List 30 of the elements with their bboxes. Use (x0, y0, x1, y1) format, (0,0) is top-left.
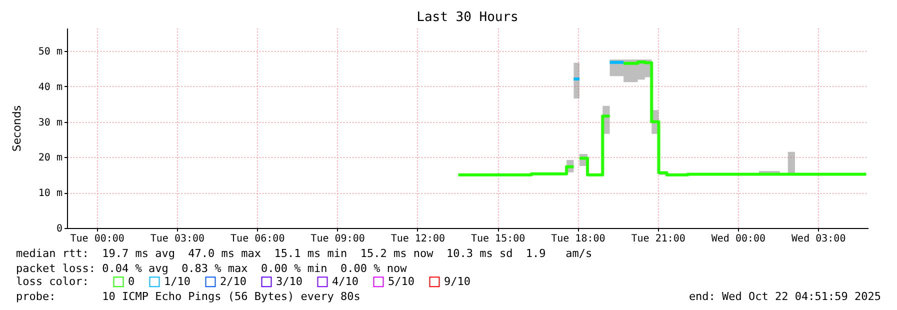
x-tick-label: Tue 15:00 (470, 234, 526, 244)
x-tick-label: Wed 03:00 (792, 234, 846, 244)
chart-title: Last 30 Hours (416, 10, 518, 25)
y-tick-label: 40 m (38, 82, 62, 93)
y-tick-label: 30 m (38, 117, 62, 128)
text: packet loss: 0.04 % avg 0.83 % max 0.00 % min 0.00 % now (16, 262, 407, 275)
legend-label: 0 (128, 274, 135, 288)
y-axis-title: Seconds (10, 105, 24, 152)
text: end: Wed Oct 22 04:51:59 2025 (688, 290, 881, 303)
x-tick-label: Wed 00:00 (711, 234, 766, 244)
legend-label: 1/10 (164, 274, 190, 288)
y-tick-label: 50 m (38, 46, 62, 58)
y-tick-label: 10 m (38, 188, 62, 200)
y-tick-label: 20 m (38, 152, 62, 164)
x-tick-label: Tue 21:00 (631, 234, 686, 244)
legend-title: loss color: (16, 275, 89, 288)
x-tick-label: Tue 12:00 (390, 234, 446, 244)
x-tick-label: Tue 06:00 (230, 234, 285, 244)
x-tick-label: Tue 09:00 (310, 234, 365, 244)
legend-label: 3/10 (276, 274, 302, 288)
x-tick-label: Tue 00:00 (70, 234, 124, 244)
text: probe: 10 ICMP Echo Pings (56 Bytes) every 80s (16, 290, 360, 303)
x-tick-label: Tue 03:00 (150, 234, 205, 244)
y-tick-label: 0 (56, 224, 62, 234)
x-tick-label: Tue 18:00 (551, 234, 606, 244)
legend-label: 5/10 (388, 274, 414, 288)
text: median rtt: 19.7 ms avg 47.0 ms max 15.1 ms min 15.2 ms now 10.3 ms sd 1.9 am/s (16, 247, 592, 260)
legend-label: 4/10 (332, 274, 358, 288)
legend-label: 2/10 (220, 274, 246, 288)
legend-label: 9/10 (444, 274, 470, 288)
